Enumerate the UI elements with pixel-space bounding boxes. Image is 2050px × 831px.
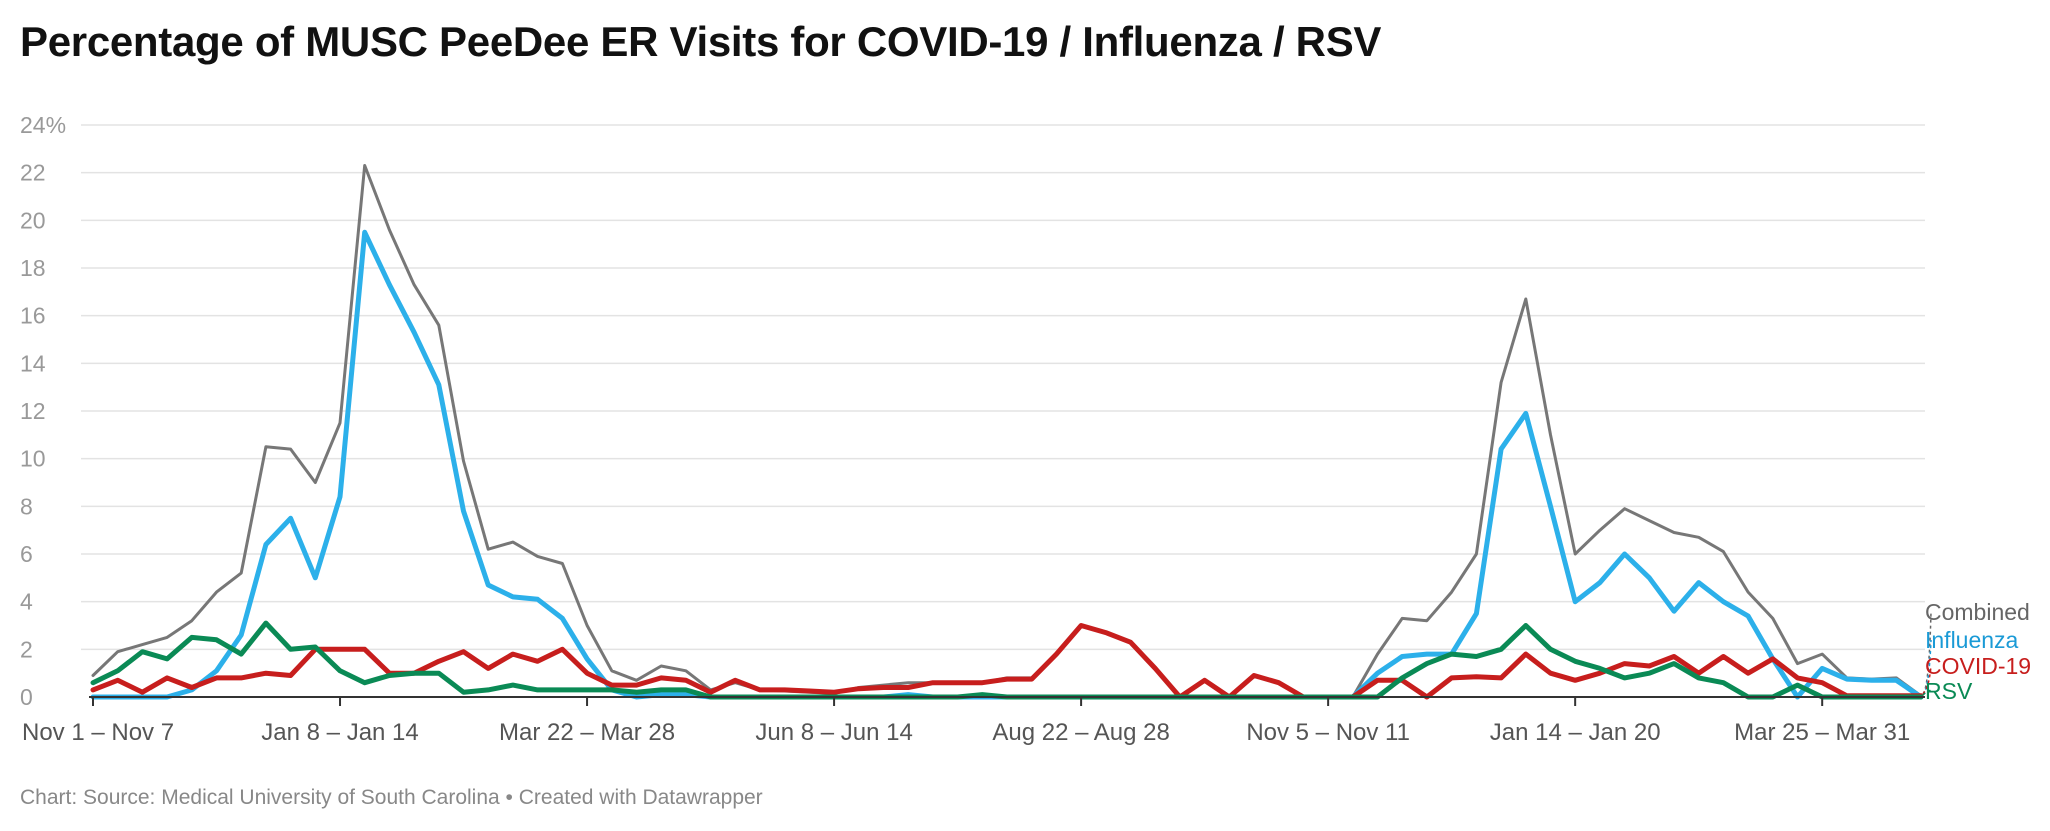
y-tick-label: 8 xyxy=(20,493,33,519)
series-line-influenza xyxy=(90,229,1924,700)
y-tick-label: 18 xyxy=(20,255,46,281)
series-line-covid-19 xyxy=(90,623,1924,700)
x-tick-label: Jun 8 – Jun 14 xyxy=(755,719,912,746)
y-tick-label: 24% xyxy=(20,112,66,138)
line-end-label: RSV xyxy=(1925,678,1973,704)
line-end-label: COVID-19 xyxy=(1925,653,2031,679)
y-tick-label: 10 xyxy=(20,446,46,472)
gridlines xyxy=(81,124,1925,651)
label-connector xyxy=(1922,689,1932,696)
y-tick-label: 14 xyxy=(20,350,46,376)
y-tick-label: 6 xyxy=(20,541,33,567)
x-axis-ticks: Nov 1 – Nov 7 Jan 8 – Jan 14 Mar 22 – Mar … xyxy=(22,697,1910,746)
y-tick-label: 16 xyxy=(20,303,46,329)
x-tick-label: Aug 22 – Aug 28 xyxy=(992,719,1170,746)
x-tick-label: Nov 1 – Nov 7 xyxy=(22,719,174,746)
line-end-label: Influenza xyxy=(1925,627,2019,653)
chart-title: Percentage of MUSC PeeDee ER Visits for … xyxy=(20,18,1382,65)
y-tick-label: 0 xyxy=(20,684,33,710)
y-axis-ticks: 0 2 4 6 8 10 12 14 16 18 20 22 24% xyxy=(20,112,66,710)
x-tick-label: Mar 25 – Mar 31 xyxy=(1734,719,1910,746)
label-connector xyxy=(1922,665,1932,695)
line-end-label: Combined xyxy=(1925,599,2030,625)
x-tick-label: Jan 8 – Jan 14 xyxy=(261,719,418,746)
x-tick-label: Mar 22 – Mar 28 xyxy=(499,719,675,746)
chart-footer: Chart: Source: Medical University of Sou… xyxy=(20,786,763,809)
y-tick-label: 22 xyxy=(20,160,46,186)
series-lines xyxy=(90,164,1924,700)
x-tick-label: Jan 14 – Jan 20 xyxy=(1490,719,1661,746)
series-line-rsv xyxy=(90,620,1924,700)
y-tick-label: 12 xyxy=(20,398,46,424)
y-tick-label: 4 xyxy=(20,589,33,615)
series-line-combined xyxy=(91,164,1923,699)
y-tick-label: 20 xyxy=(20,207,46,233)
x-tick-label: Nov 5 – Nov 11 xyxy=(1246,719,1410,746)
y-tick-label: 2 xyxy=(20,636,33,662)
